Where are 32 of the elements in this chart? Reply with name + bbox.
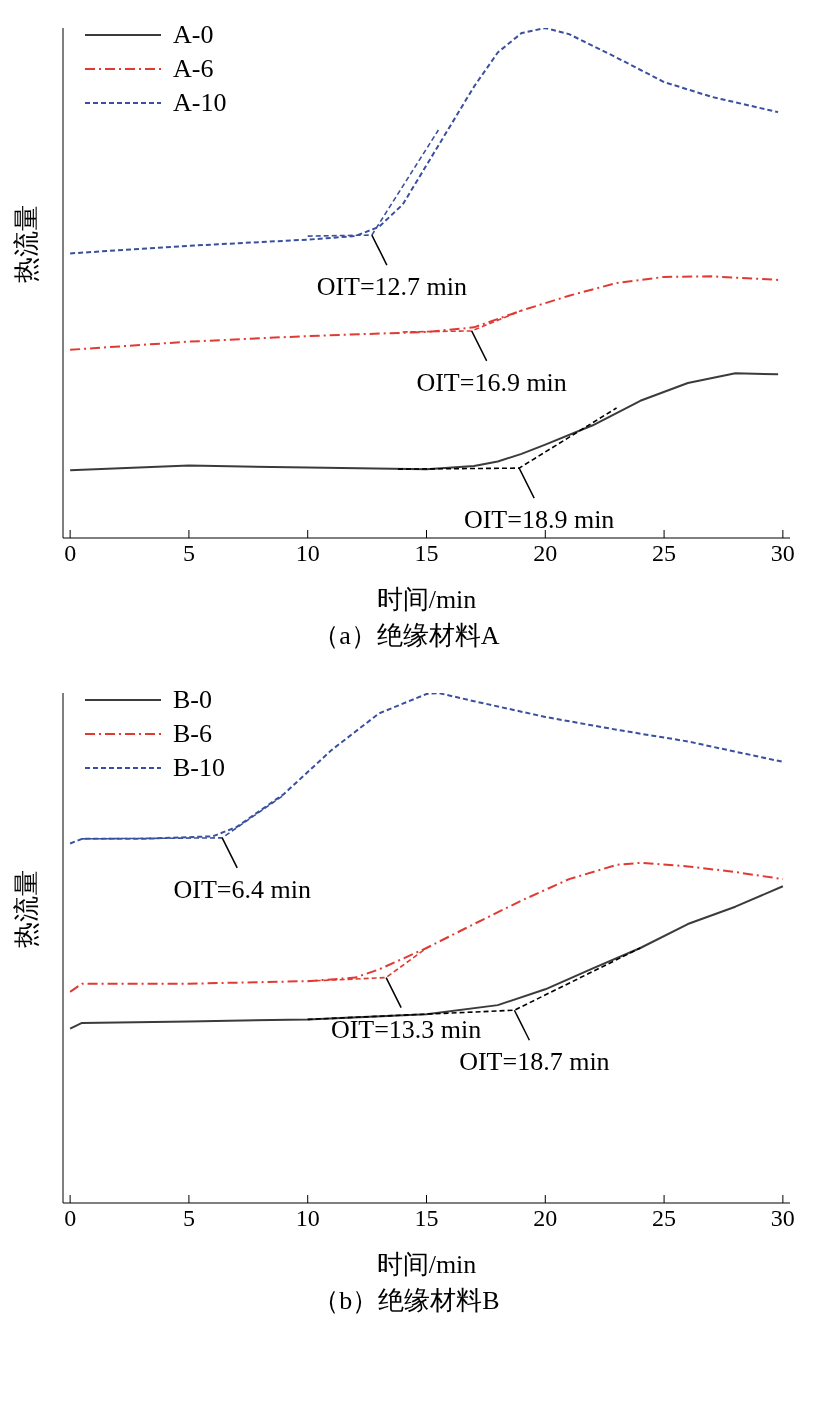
x-tick-label: 10 xyxy=(295,540,320,567)
x-tick-label: 10 xyxy=(295,1205,320,1232)
x-tick-label: 15 xyxy=(414,540,439,567)
x-tick-label: 0 xyxy=(64,1205,77,1232)
x-tick-label: 0 xyxy=(64,540,77,567)
x-tick-label: 30 xyxy=(770,1205,795,1232)
legend-label: A-6 xyxy=(173,54,214,84)
legend-label: A-10 xyxy=(173,88,227,118)
annotation: OIT=12.7 min xyxy=(316,272,468,302)
y-axis-title: 热流量 xyxy=(12,205,42,283)
annotation: OIT=13.3 min xyxy=(330,1014,482,1044)
x-tick-label: 20 xyxy=(533,540,558,567)
x-tick-label: 25 xyxy=(652,540,677,567)
x-axis-title: 时间/min xyxy=(376,585,477,614)
annotation: OIT=18.9 min xyxy=(463,505,615,535)
y-axis-title: 热流量 xyxy=(12,870,42,948)
x-tick-label: 15 xyxy=(414,1205,439,1232)
x-tick-label: 20 xyxy=(533,1205,558,1232)
annotation: OIT=18.7 min xyxy=(459,1047,610,1077)
legend-label: A-0 xyxy=(173,20,214,50)
text: （a）绝缘材料A xyxy=(312,620,501,652)
legend-label: B-0 xyxy=(173,685,212,715)
annotation: OIT=6.4 min xyxy=(173,874,311,904)
legend-label: B-10 xyxy=(173,753,225,783)
x-tick-label: 30 xyxy=(770,540,795,567)
x-tick-label: 5 xyxy=(182,540,195,567)
text: （b）绝缘材料B xyxy=(312,1285,501,1317)
legend-label: B-6 xyxy=(173,719,212,749)
x-tick-label: 5 xyxy=(182,1205,195,1232)
x-tick-label: 25 xyxy=(652,1205,677,1232)
annotation: OIT=16.9 min xyxy=(416,367,567,397)
x-axis-title: 时间/min xyxy=(376,1250,477,1279)
